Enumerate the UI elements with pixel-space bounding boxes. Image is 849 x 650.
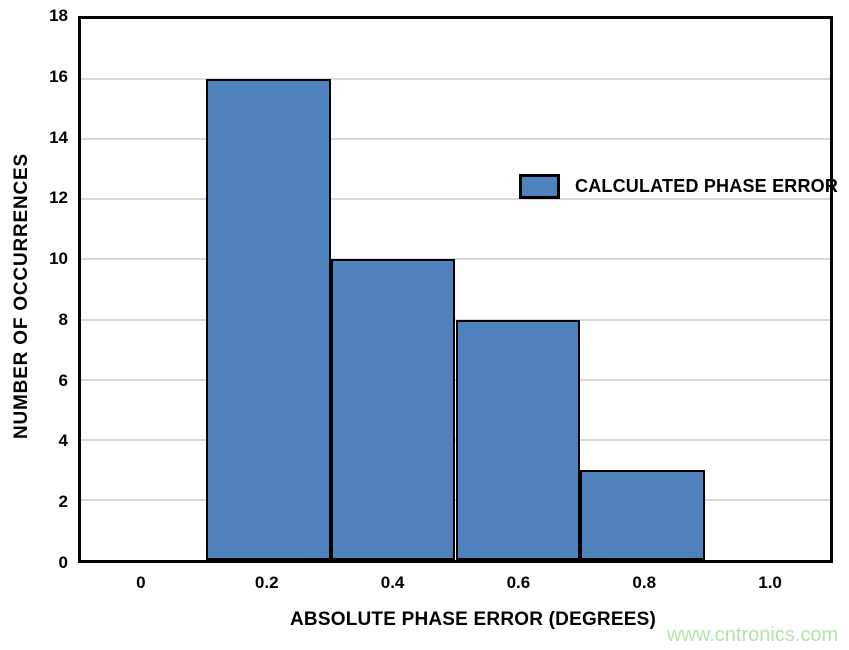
y-tick-label-2: 2 [58, 492, 68, 512]
gridline-14 [81, 138, 830, 141]
y-tick-label-12: 12 [49, 188, 68, 208]
legend: CALCULATED PHASE ERROR [519, 172, 838, 200]
x-axis-title: ABSOLUTE PHASE ERROR (DEGREES) [290, 609, 656, 630]
y-tick-label-6: 6 [58, 370, 68, 390]
watermark: www.cntronics.com [667, 624, 839, 646]
x-tick-label-0.4: 0.4 [380, 573, 405, 592]
legend-swatch [519, 173, 560, 199]
x-tick-label-0.6: 0.6 [506, 573, 531, 592]
bars [81, 19, 830, 560]
x-tick-label-1.0: 1.0 [758, 573, 782, 592]
y-tick-label-0: 0 [58, 553, 68, 572]
y-tick-label-10: 10 [49, 249, 68, 269]
y-tick-label-4: 4 [58, 431, 68, 451]
bar-0.6 [455, 319, 581, 560]
y-tick-label-8: 8 [58, 309, 68, 329]
bar-0.8 [580, 469, 706, 560]
y-tick-label-14: 14 [49, 127, 68, 147]
legend-label: CALCULATED PHASE ERROR [575, 175, 839, 196]
plot-area: CALCULATED PHASE ERROR [78, 16, 838, 563]
y-tick-label-18: 18 [49, 6, 68, 25]
y-tick-label-16: 16 [49, 66, 68, 86]
gridline-16 [81, 78, 830, 81]
gridline-10 [81, 258, 830, 261]
bar-0.2 [205, 79, 331, 560]
x-tick-label-0.2: 0.2 [254, 573, 279, 592]
y-axis-tick-labels: 0 2 4 6 8 10 12 14 16 18 [0, 6, 68, 572]
x-tick-label-0.8: 0.8 [632, 573, 657, 592]
bar-0.4 [330, 259, 456, 560]
gridline-12 [81, 198, 830, 201]
x-axis-tick-labels: 0 0.2 0.4 0.6 0.8 1.0 [78, 573, 833, 597]
x-tick-label-0: 0 [136, 573, 146, 592]
